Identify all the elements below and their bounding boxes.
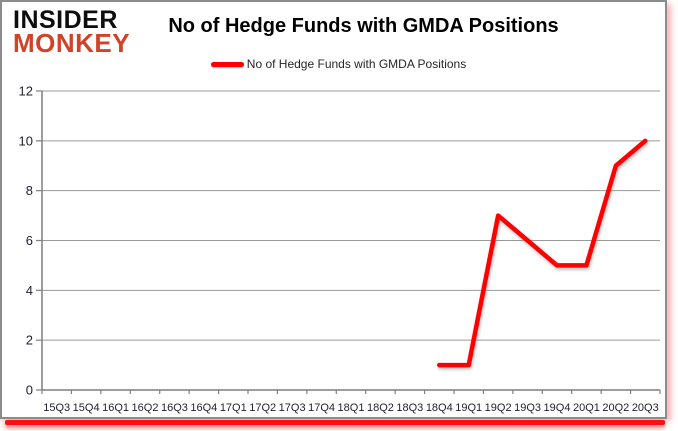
x-tick-label: 20Q2 <box>602 402 629 414</box>
x-tick-label: 18Q3 <box>396 402 423 414</box>
x-tick-label: 19Q2 <box>485 402 512 414</box>
insider-monkey-logo: INSIDER MONKEY <box>13 6 131 58</box>
x-tick-label: 18Q1 <box>338 402 365 414</box>
logo-line-monkey: MONKEY <box>13 28 131 58</box>
x-tick-label: 19Q3 <box>514 402 541 414</box>
y-tick-label: 8 <box>26 183 33 198</box>
red-accent-bar <box>5 420 665 425</box>
x-tick-label: 20Q3 <box>632 402 659 414</box>
x-tick-label: 16Q1 <box>102 402 129 414</box>
chart-title: No of Hedge Funds with GMDA Positions <box>168 15 559 37</box>
x-tick-label: 19Q4 <box>544 402 571 414</box>
x-tick-label: 17Q3 <box>279 402 306 414</box>
y-tick-labels: 0 2 4 6 8 10 12 <box>19 84 42 398</box>
legend: No of Hedge Funds with GMDA Positions <box>2 57 665 71</box>
legend-line-swatch <box>210 61 244 67</box>
y-tick-label: 4 <box>26 283 33 298</box>
y-gridlines <box>42 90 660 341</box>
x-tick-label: 16Q2 <box>132 402 159 414</box>
x-tick-label: 17Q2 <box>249 402 276 414</box>
x-tick-label: 17Q4 <box>308 402 335 414</box>
y-tick-label: 10 <box>19 133 33 148</box>
y-tick-label: 0 <box>26 383 33 398</box>
x-tick-labels: 15Q3 15Q4 16Q1 16Q2 16Q3 16Q4 17Q1 17Q2 17Q3 17Q4… <box>43 402 658 414</box>
x-tick-label: 15Q3 <box>43 402 70 414</box>
x-tick-label: 15Q4 <box>73 402 100 414</box>
y-tick-label: 12 <box>19 84 33 99</box>
x-tick-label: 16Q4 <box>190 402 217 414</box>
series-line <box>437 138 648 368</box>
y-tick-label: 6 <box>26 233 33 248</box>
x-tick-label: 18Q2 <box>367 402 394 414</box>
logo-line-insider: INSIDER <box>13 6 118 34</box>
chart-panel: INSIDER MONKEY No of Hedge Funds with GM… <box>0 0 667 419</box>
x-tick-label: 20Q1 <box>573 402 600 414</box>
y-tick-label: 2 <box>26 333 33 348</box>
x-tick-label: 16Q3 <box>161 402 188 414</box>
x-tick-marks <box>41 390 661 394</box>
x-tick-label: 19Q1 <box>455 402 482 414</box>
x-tick-label: 17Q1 <box>220 402 247 414</box>
legend-label: No of Hedge Funds with GMDA Positions <box>246 57 467 71</box>
x-tick-label: 18Q4 <box>426 402 453 414</box>
